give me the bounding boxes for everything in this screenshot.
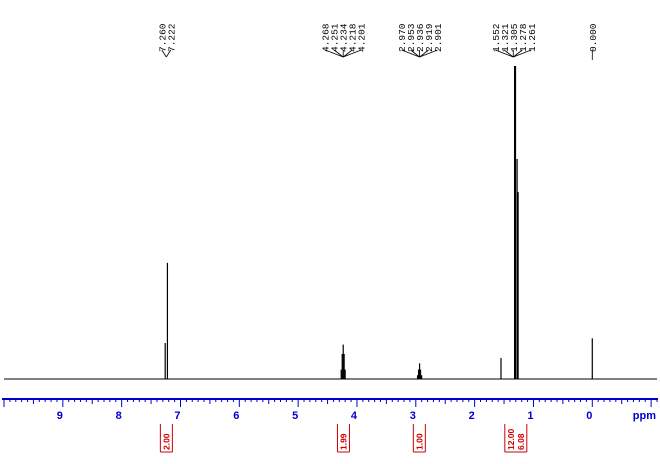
peak-shift-label: 2.970 [397,23,408,52]
peak-label-leader [513,49,532,58]
ppm-axis: 9 8 7 6 5 4 3 2 1 0 ppm [2,398,658,422]
peak-shift-label: 4.268 [321,23,332,52]
integral-layer: 2.00 1.99 1.00 12.00 6.08 [159,424,528,453]
integral-bracket [504,424,528,453]
peak-label-leader [165,49,172,58]
peak-shift-label: 7.222 [166,23,177,52]
axis-tick-label: 5 [292,410,298,422]
axis-tick-label: 3 [410,410,416,422]
axis-tick-label: 9 [57,410,63,422]
peak-label-leader [161,49,167,58]
integral-value: 1.00 [414,433,424,450]
integral-group: 2.00 [159,424,173,453]
integral-group: 1.00 [412,424,426,453]
axis-tick-label: 8 [116,410,122,422]
peak-shift-label: 4.201 [357,23,368,52]
peak-shift-label: 2.919 [424,23,435,52]
integral-group: 1.99 [336,424,350,453]
peak-shift-label: 2.901 [433,23,444,52]
peak-shift-label: 4.251 [330,23,341,52]
integral-value: 2.00 [161,433,171,450]
axis-tick-label: 4 [351,410,358,422]
peak-label-leader [419,49,429,58]
axis-tick-label: 1 [527,410,533,422]
peak-label-leader [419,49,438,58]
peak-shift-label: 1.261 [527,23,538,52]
integral-bracket [412,424,426,453]
peak-shift-label: 1.552 [491,23,502,52]
axis-unit-label: ppm [633,410,656,422]
peak-label-leader [325,49,344,58]
integral-value: 1.99 [338,433,348,450]
axis-tick-label: 0 [586,410,592,422]
axis-tick-label: 2 [469,410,475,422]
peak-label-leader [410,49,420,58]
peak-shift-label: 1.305 [509,23,520,52]
peak-shift-label: 7.260 [157,23,168,52]
peak-shift-label: 1.321 [500,23,511,52]
axis-tick-label: 6 [233,410,239,422]
integral-group: 12.00 6.08 [504,424,528,453]
peak-label-leader [495,49,514,58]
peak-label-leader [333,49,344,58]
peak-shift-label: 0.000 [588,23,599,52]
peak-shift-label: 4.234 [339,23,350,52]
peak-shift-label: 2.953 [406,23,417,52]
peak-shift-label: 4.218 [348,23,359,52]
integral-value: 12.00 [506,428,516,450]
spectrum-trace-layer [4,66,657,380]
integral-bracket [159,424,173,453]
peak-label-leader [342,49,353,58]
integral-bracket [336,424,350,453]
peak-label-leader [401,49,420,58]
axis-tick-label: 7 [174,410,180,422]
peak-label-leader [343,49,362,58]
peak-label-leader [513,49,523,58]
peak-label-leader [504,49,514,58]
integral-value: 6.08 [516,433,526,450]
peak-label-group: 0.000 [588,23,599,60]
peak-shift-label: 1.278 [518,23,529,52]
peak-shift-label: 2.936 [415,23,426,52]
